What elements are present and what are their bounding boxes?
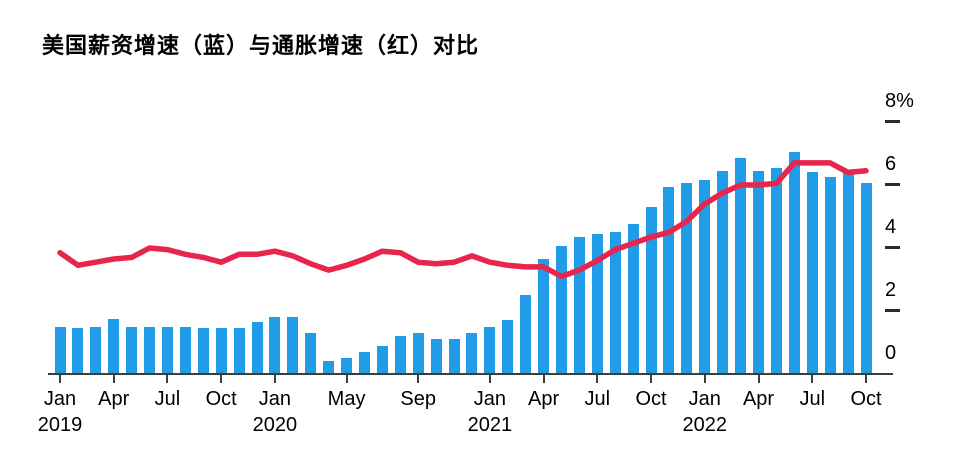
wage-bar [556, 246, 567, 374]
x-axis-month-label: Sep [400, 388, 437, 410]
wage-bar [520, 295, 532, 374]
x-axis-tick [166, 375, 169, 383]
x-axis-tick [488, 375, 491, 383]
wage-bar [717, 170, 729, 374]
wage-bar [54, 326, 66, 374]
x-axis-tick [811, 375, 814, 383]
wage-bar [538, 259, 550, 374]
wage-bar [609, 232, 621, 374]
wage-bar [215, 328, 227, 374]
wage-bar [627, 224, 639, 374]
x-axis-month-label: Apr [98, 388, 130, 410]
x-axis-tick [220, 375, 223, 383]
y-axis-label: 6 [885, 153, 897, 175]
wage-bar [591, 233, 603, 374]
wage-bar [430, 339, 442, 374]
x-axis-tick [345, 375, 348, 383]
wage-bar [770, 167, 782, 374]
wage-bar [484, 326, 496, 374]
wage-bar [251, 322, 263, 374]
wage-bar [305, 333, 317, 374]
wage-bar [197, 328, 209, 374]
x-axis-month-label: Jan [688, 388, 721, 410]
chart-title: 美国薪资增速（蓝）与通胀增速（红）对比 [42, 33, 480, 58]
wage-bar [699, 180, 711, 374]
wage-bar [144, 326, 156, 374]
wage-bar [108, 318, 120, 374]
y-axis-label: 8% [885, 90, 914, 112]
y-axis-tick-dash [885, 120, 900, 123]
x-axis-tick [865, 375, 867, 383]
x-axis-year-label: 2020 [252, 414, 298, 436]
x-axis-tick [757, 375, 760, 383]
x-axis-tick [112, 375, 115, 383]
wage-bar [323, 361, 335, 374]
x-axis-month-label: Apr [528, 388, 560, 410]
wage-bar [412, 333, 424, 374]
x-axis-year-label: 2019 [37, 414, 83, 436]
x-axis-tick [273, 375, 276, 383]
x-axis-tick [703, 375, 706, 383]
x-axis-month-label: Jul [799, 388, 826, 410]
wage-bar [179, 326, 191, 374]
y-axis-tick-dash [885, 309, 900, 312]
x-axis-tick [650, 375, 653, 383]
x-axis-month-label: Oct [205, 388, 237, 410]
wage-bar [376, 345, 388, 374]
x-axis-tick [542, 375, 545, 383]
x-axis-month-label: Jan [258, 388, 292, 410]
x-axis-tick [417, 375, 420, 383]
wage-bar [72, 328, 84, 374]
wage-bar [466, 333, 478, 374]
wage-bar [233, 328, 245, 374]
wage-bar [735, 158, 747, 374]
wage-bar [860, 183, 872, 374]
x-axis-month-label: Jul [154, 388, 181, 410]
y-axis-label: 4 [885, 216, 897, 238]
inflation-line-path [57, 160, 869, 280]
wage-bar [341, 358, 353, 374]
wage-bar [502, 320, 514, 374]
wage-bar [842, 172, 854, 374]
wage-bar [806, 172, 818, 374]
y-axis-label: 2 [885, 279, 897, 301]
y-axis-tick-dash [885, 246, 900, 249]
x-axis-month-label: Oct [635, 388, 667, 410]
wage-bar [788, 151, 800, 374]
x-axis-month-label: Jan [473, 388, 506, 410]
wage-bar [681, 183, 693, 374]
wage-bar [394, 336, 406, 374]
x-axis-tick [59, 375, 61, 383]
wage-bar [663, 186, 675, 374]
wage-bar [448, 339, 460, 374]
wage-bar [358, 351, 370, 374]
x-axis-month-label: Apr [742, 388, 775, 410]
y-axis-label: 0 [885, 342, 897, 364]
x-axis-year-label: 2022 [682, 414, 728, 436]
wage-bar [824, 177, 836, 374]
x-axis-year-label: 2021 [467, 414, 513, 436]
wage-bar [90, 326, 102, 374]
x-axis-line [48, 373, 893, 375]
x-axis-month-label: May [327, 388, 366, 410]
x-axis-tick [596, 375, 599, 383]
wage-bar [573, 236, 585, 374]
wage-bar [645, 207, 657, 374]
x-axis-month-label: Jul [584, 388, 611, 410]
x-axis-month-label: Oct [850, 388, 882, 410]
x-axis-month-label: Jan [43, 388, 77, 410]
wage-bar [753, 170, 765, 374]
wage-bar [269, 317, 281, 374]
wage-bar [287, 317, 299, 374]
wage-bar [126, 326, 138, 374]
y-axis-tick-dash [885, 183, 900, 186]
wage-bar [161, 326, 173, 374]
